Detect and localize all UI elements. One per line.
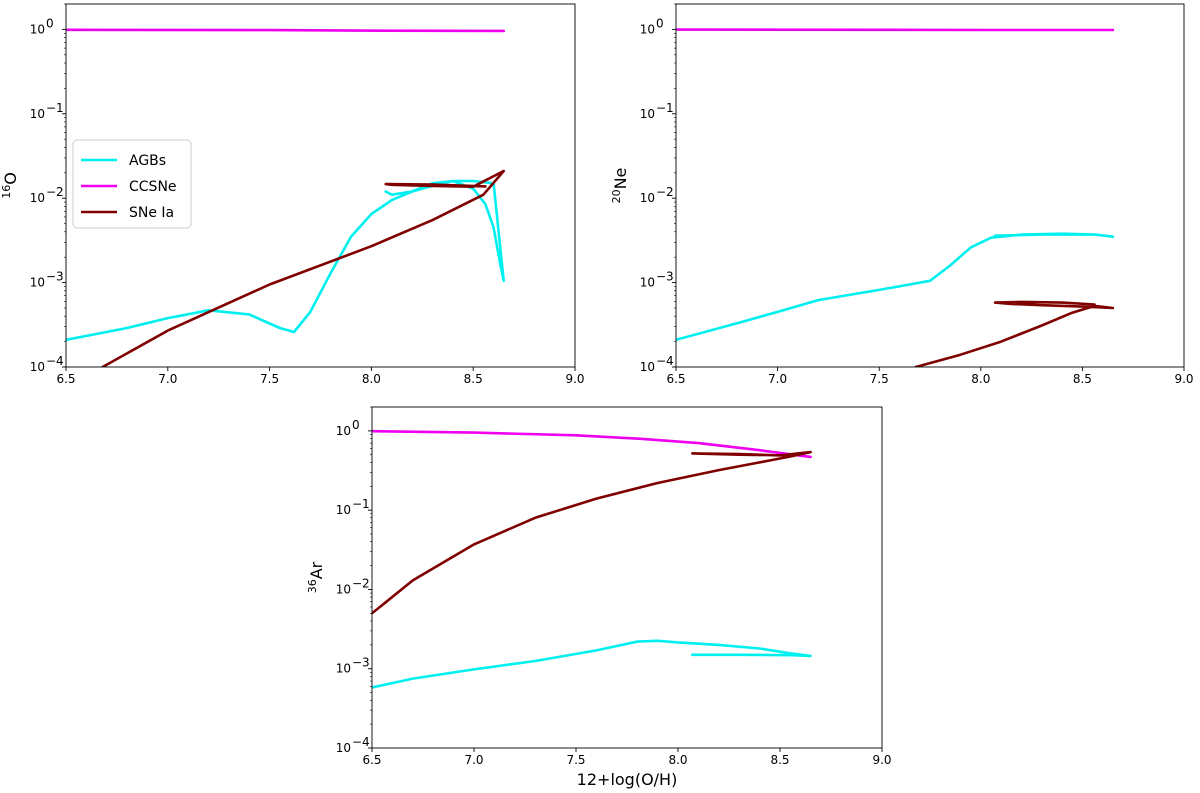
y-tick-label: 10 xyxy=(640,22,655,36)
x-tick-label: 6.5 xyxy=(56,372,75,386)
x-tick-label: 8.0 xyxy=(362,372,381,386)
x-tick-label: 8.0 xyxy=(971,372,990,386)
y-tick-label: 10 xyxy=(640,191,655,205)
series-group xyxy=(372,429,812,689)
y-axis-label-main: Ar xyxy=(307,561,326,579)
y-tick-exponent: 0 xyxy=(46,16,54,30)
x-tick-label: 8.5 xyxy=(770,753,789,767)
y-tick-label: 10 xyxy=(336,662,351,676)
x-tick-label: 8.5 xyxy=(464,372,483,386)
x-tick-label: 7.5 xyxy=(870,372,889,386)
axes-frame xyxy=(675,3,1185,368)
x-tick-label: 6.5 xyxy=(666,372,685,386)
y-tick-exponent: −2 xyxy=(352,576,370,590)
series-line-ccsne xyxy=(372,429,812,459)
y-tick-label: 10 xyxy=(336,503,351,517)
x-tick-label: 7.5 xyxy=(260,372,279,386)
x-tick-label: 9.0 xyxy=(872,753,891,767)
x-tick-label: 9.0 xyxy=(565,372,584,386)
x-tick-label: 7.0 xyxy=(464,753,483,767)
x-tick-label: 7.5 xyxy=(566,753,585,767)
y-tick-label: 10 xyxy=(30,107,45,121)
y-axis-label-main: O xyxy=(1,172,20,185)
y-tick-exponent: −3 xyxy=(46,270,64,284)
axes-frame xyxy=(65,3,576,368)
y-axis-label-main: Ne xyxy=(611,168,630,190)
y-tick-label: 10 xyxy=(336,741,351,755)
y-tick-exponent: −1 xyxy=(352,497,370,511)
legend: AGBs CCSNe SNe Ia xyxy=(72,139,192,229)
series-line-sne-ia xyxy=(101,169,506,367)
axes-frame xyxy=(371,406,883,749)
series-line-ccsne xyxy=(66,28,506,33)
y-tick-exponent: −2 xyxy=(46,185,64,199)
y-tick-exponent: −3 xyxy=(656,270,674,284)
y-tick-label: 10 xyxy=(640,107,655,121)
y-tick-exponent: −1 xyxy=(656,101,674,115)
y-tick-label: 10 xyxy=(640,276,655,290)
x-tick-label: 7.0 xyxy=(158,372,177,386)
series-group xyxy=(66,28,506,367)
series-line-sne-ia xyxy=(914,300,1115,367)
y-tick-exponent: −2 xyxy=(656,185,674,199)
legend-label: AGBs xyxy=(129,153,166,169)
y-tick-exponent: 0 xyxy=(656,16,664,30)
y-tick-exponent: −4 xyxy=(352,735,370,749)
y-axis-label: 16O xyxy=(0,172,20,199)
legend-label: CCSNe xyxy=(129,179,177,195)
y-tick-label: 10 xyxy=(336,582,351,596)
y-tick-exponent: −4 xyxy=(656,354,674,368)
series-line-agbs xyxy=(372,639,812,689)
y-axis-label-superscript: 20 xyxy=(610,189,623,203)
y-tick-exponent: −4 xyxy=(46,354,64,368)
y-tick-label: 10 xyxy=(30,276,45,290)
x-tick-label: 7.0 xyxy=(768,372,787,386)
x-axis-label: 12+log(O/H) xyxy=(577,770,678,789)
y-axis-label: 36Ar xyxy=(306,561,326,593)
series-line-sne-ia xyxy=(372,450,812,615)
legend-box xyxy=(72,139,192,229)
y-axis-label-superscript: 36 xyxy=(306,579,319,593)
x-tick-label: 8.5 xyxy=(1073,372,1092,386)
y-tick-label: 10 xyxy=(30,191,45,205)
x-tick-label: 6.5 xyxy=(362,753,381,767)
y-tick-label: 10 xyxy=(30,360,45,374)
y-axis-label-superscript: 16 xyxy=(0,185,13,199)
y-tick-exponent: 0 xyxy=(352,418,360,432)
legend-label: SNe Ia xyxy=(129,205,174,221)
y-tick-label: 10 xyxy=(336,424,351,438)
x-tick-label: 8.0 xyxy=(668,753,687,767)
y-tick-label: 10 xyxy=(30,22,45,36)
y-tick-exponent: −3 xyxy=(352,656,370,670)
series-line-agbs xyxy=(676,232,1115,342)
y-tick-exponent: −1 xyxy=(46,101,64,115)
y-axis-label: 20Ne xyxy=(610,168,630,204)
series-group xyxy=(676,28,1115,367)
y-tick-label: 10 xyxy=(640,360,655,374)
x-tick-label: 9.0 xyxy=(1174,372,1193,386)
